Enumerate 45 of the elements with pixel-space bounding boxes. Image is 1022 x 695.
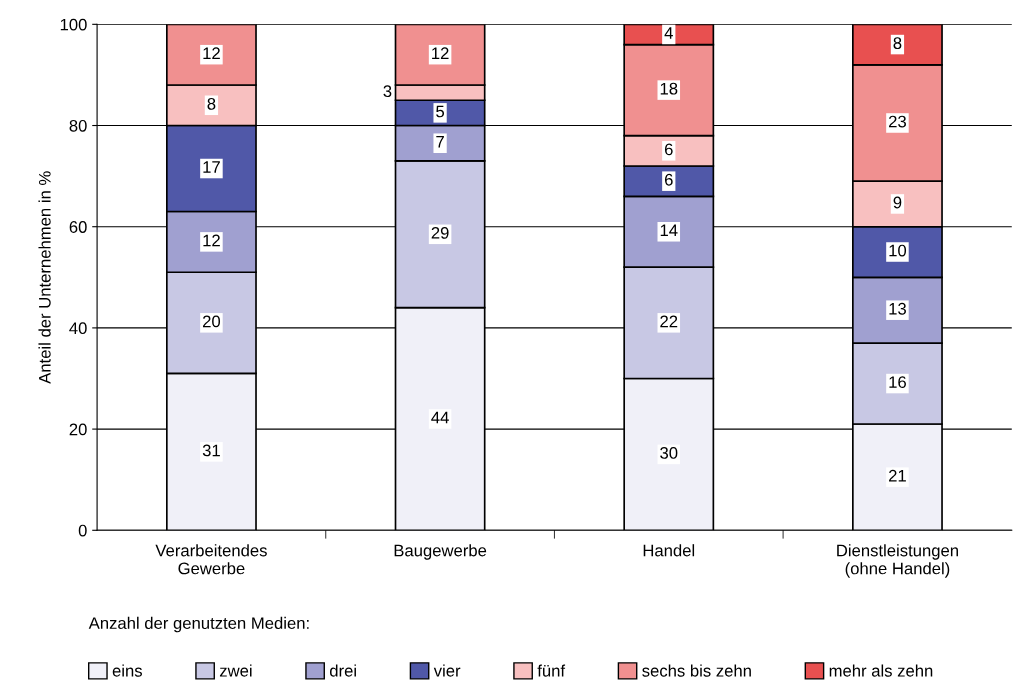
- legend-label: drei: [329, 664, 356, 677]
- data-label: 8: [893, 37, 902, 50]
- legend-label: mehr als zehn: [829, 664, 933, 677]
- data-label: 30: [660, 447, 678, 459]
- data-label: 44: [431, 411, 449, 424]
- y-tick-label: 40: [69, 322, 87, 335]
- data-label: 13: [889, 302, 906, 315]
- x-tick-label: Verarbeitendes Gewerbe: [155, 544, 267, 575]
- legend-label: sechs bis zehn: [642, 664, 751, 677]
- legend-label: vier: [433, 664, 461, 677]
- data-label: 29: [431, 226, 449, 239]
- y-tick-label: 100: [60, 18, 87, 31]
- data-label: 5: [436, 105, 445, 118]
- legend-label: eins: [112, 664, 143, 677]
- data-label: 9: [893, 196, 902, 209]
- data-label: 14: [660, 224, 678, 237]
- x-tick-label: Dienstleistungen (ohne Handel): [837, 544, 958, 578]
- data-label: 3: [383, 85, 392, 98]
- data-label: 4: [664, 27, 673, 39]
- data-label: 20: [203, 315, 221, 328]
- data-label: 12: [432, 47, 449, 59]
- legend-label: fünf: [537, 664, 566, 677]
- y-tick-label: 20: [69, 423, 87, 436]
- y-axis-title: Anteil der Unternehmen in %: [38, 171, 51, 384]
- data-label: 6: [664, 143, 673, 156]
- data-label: 21: [889, 469, 906, 482]
- data-label: 17: [203, 161, 220, 173]
- data-label: 8: [207, 97, 216, 110]
- legend-label: zwei: [219, 664, 252, 677]
- x-tick-label: Handel: [643, 544, 695, 557]
- data-label: 10: [889, 244, 907, 257]
- data-label: 12: [203, 47, 220, 59]
- y-tick-label: 60: [69, 221, 87, 233]
- data-label: 12: [203, 234, 220, 247]
- y-tick-label: 80: [69, 119, 87, 132]
- data-label: 23: [889, 115, 906, 128]
- x-tick-label: Baugewerbe: [394, 544, 487, 560]
- data-label: 31: [202, 444, 220, 457]
- data-label: 6: [664, 173, 673, 186]
- data-label: 18: [660, 82, 678, 95]
- data-label: 7: [436, 136, 444, 148]
- y-tick-label: 0: [78, 524, 87, 537]
- legend-title: Anzahl der genutzten Medien:: [88, 616, 309, 633]
- data-label: 22: [660, 315, 678, 328]
- data-label: 16: [889, 376, 906, 389]
